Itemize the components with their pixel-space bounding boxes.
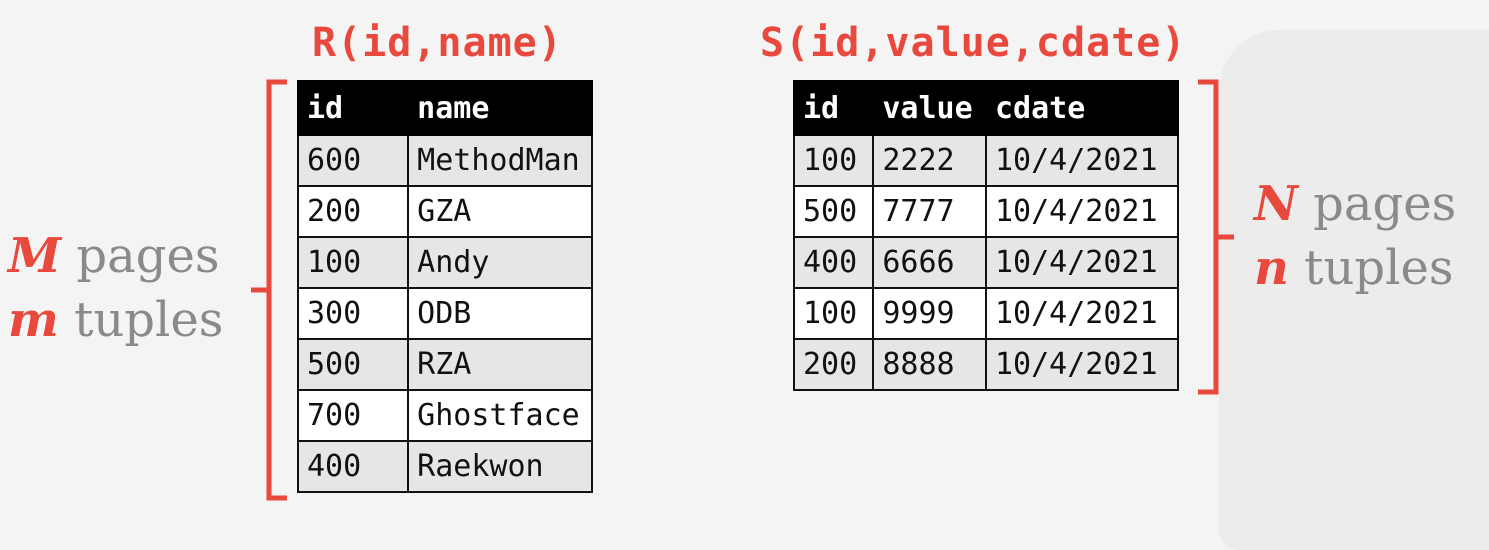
table-cell: 600 (296, 134, 410, 187)
table-cell: Andy (407, 236, 593, 289)
left-tuples-text: tuples (74, 292, 224, 348)
table-cell: 10/4/2021 (984, 287, 1180, 340)
column-header: name (407, 80, 593, 136)
left-pages-var: M (8, 228, 62, 284)
table-cell: Raekwon (407, 440, 593, 493)
table-cell: 100 (296, 236, 410, 289)
table-cell: RZA (407, 338, 593, 391)
right-size-label: N pages n tuples (1254, 172, 1456, 300)
table-cell: 8888 (872, 338, 987, 391)
table-cell: 10/4/2021 (984, 185, 1180, 238)
table-row: 300 ODB (296, 287, 593, 340)
left-table-title: R(id,name) (312, 20, 563, 66)
table-row: 400 6666 10/4/2021 (792, 236, 1180, 289)
table-cell: 2222 (872, 134, 987, 187)
table-cell: 500 (792, 185, 875, 238)
table-cell: 10/4/2021 (984, 236, 1180, 289)
table-row: 500 RZA (296, 338, 593, 391)
table-row: 600 MethodMan (296, 134, 593, 187)
table-row: 100 9999 10/4/2021 (792, 287, 1180, 340)
column-header: id (296, 80, 410, 136)
table-cell: ODB (407, 287, 593, 340)
table-s-body: 100 2222 10/4/2021 500 7777 10/4/2021 400 6666 1… (792, 134, 1180, 391)
table-row: 200 8888 10/4/2021 (792, 338, 1180, 391)
left-bracket (251, 79, 287, 501)
table-cell: 6666 (872, 236, 987, 289)
column-header: value (872, 80, 987, 136)
left-tuples-var: m (8, 292, 59, 348)
right-tuples-text: tuples (1304, 240, 1454, 296)
table-cell: 400 (792, 236, 875, 289)
right-pages-text: pages (1313, 176, 1457, 232)
table-r-header-row: id name (296, 80, 593, 136)
table-row: 700 Ghostface (296, 389, 593, 442)
table-row: 100 Andy (296, 236, 593, 289)
table-cell: 7777 (872, 185, 987, 238)
table-cell: 100 (792, 134, 875, 187)
table-row: 100 2222 10/4/2021 (792, 134, 1180, 187)
table-cell: 200 (792, 338, 875, 391)
table-cell: 200 (296, 185, 410, 238)
left-pages-text: pages (76, 228, 220, 284)
table-r-body: 600 MethodMan 200 GZA 100 Andy 300 ODB 500 RZA 700… (296, 134, 593, 493)
table-r: id name 600 MethodMan 200 GZA 100 Andy 300 ODB 50… (296, 80, 593, 493)
table-cell: GZA (407, 185, 593, 238)
table-cell: 10/4/2021 (984, 134, 1180, 187)
column-header: id (792, 80, 875, 136)
table-row: 400 Raekwon (296, 440, 593, 493)
table-cell: 100 (792, 287, 875, 340)
background-cylinder-shape (1219, 30, 1489, 550)
table-cell: Ghostface (407, 389, 593, 442)
table-cell: MethodMan (407, 134, 593, 187)
right-bracket (1198, 79, 1234, 395)
table-cell: 700 (296, 389, 410, 442)
table-cell: 9999 (872, 287, 987, 340)
table-cell: 300 (296, 287, 410, 340)
table-cell: 500 (296, 338, 410, 391)
table-row: 500 7777 10/4/2021 (792, 185, 1180, 238)
table-s-header-row: id value cdate (792, 80, 1180, 136)
right-tuples-var: n (1254, 240, 1289, 296)
table-cell: 400 (296, 440, 410, 493)
column-header: cdate (984, 80, 1180, 136)
right-table-title: S(id,value,cdate) (760, 20, 1187, 66)
left-size-label: M pages m tuples (8, 224, 223, 352)
table-cell: 10/4/2021 (984, 338, 1180, 391)
table-row: 200 GZA (296, 185, 593, 238)
right-pages-var: N (1254, 176, 1298, 232)
table-s: id value cdate 100 2222 10/4/2021 500 7777 10/4… (792, 80, 1180, 391)
